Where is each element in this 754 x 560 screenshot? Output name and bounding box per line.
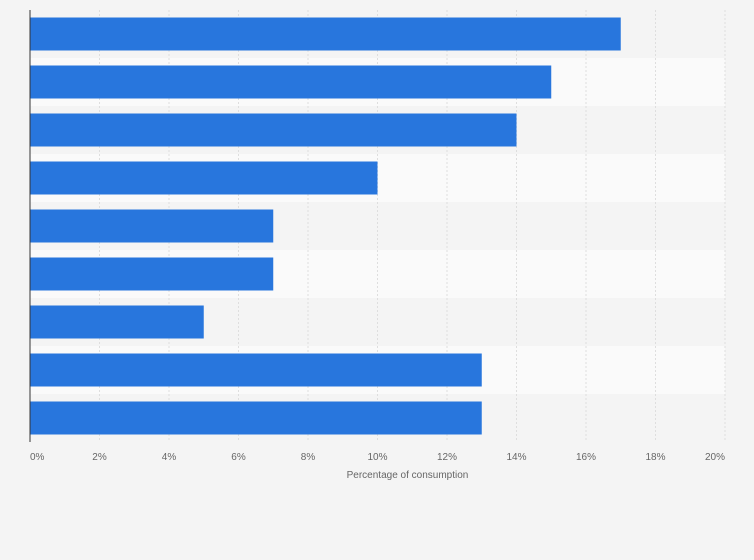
- x-tick-label: 14%: [506, 452, 526, 463]
- x-tick-label: 0%: [30, 452, 45, 463]
- bar[interactable]: [30, 113, 517, 147]
- bar[interactable]: [30, 161, 378, 195]
- bar[interactable]: [30, 17, 621, 51]
- x-tick-label: 18%: [645, 452, 665, 463]
- x-tick-label: 12%: [437, 452, 457, 463]
- x-tick-label: 8%: [301, 452, 316, 463]
- bar[interactable]: [30, 65, 552, 99]
- x-tick-label: 10%: [367, 452, 387, 463]
- bars: [30, 17, 621, 435]
- bar[interactable]: [30, 209, 274, 243]
- x-tick-label: 6%: [231, 452, 246, 463]
- x-tick-label: 2%: [92, 452, 107, 463]
- bar[interactable]: [30, 257, 274, 291]
- bar[interactable]: [30, 305, 204, 339]
- bar[interactable]: [30, 353, 482, 387]
- x-tick-label: 20%: [705, 452, 725, 463]
- x-tick-labels: 0% 2% 4% 6% 8% 10% 12% 14% 16% 18% 20%: [30, 452, 725, 463]
- x-tick-label: 16%: [576, 452, 596, 463]
- bar[interactable]: [30, 401, 482, 435]
- x-axis-title: Percentage of consumption: [347, 470, 469, 481]
- x-tick-label: 4%: [162, 452, 177, 463]
